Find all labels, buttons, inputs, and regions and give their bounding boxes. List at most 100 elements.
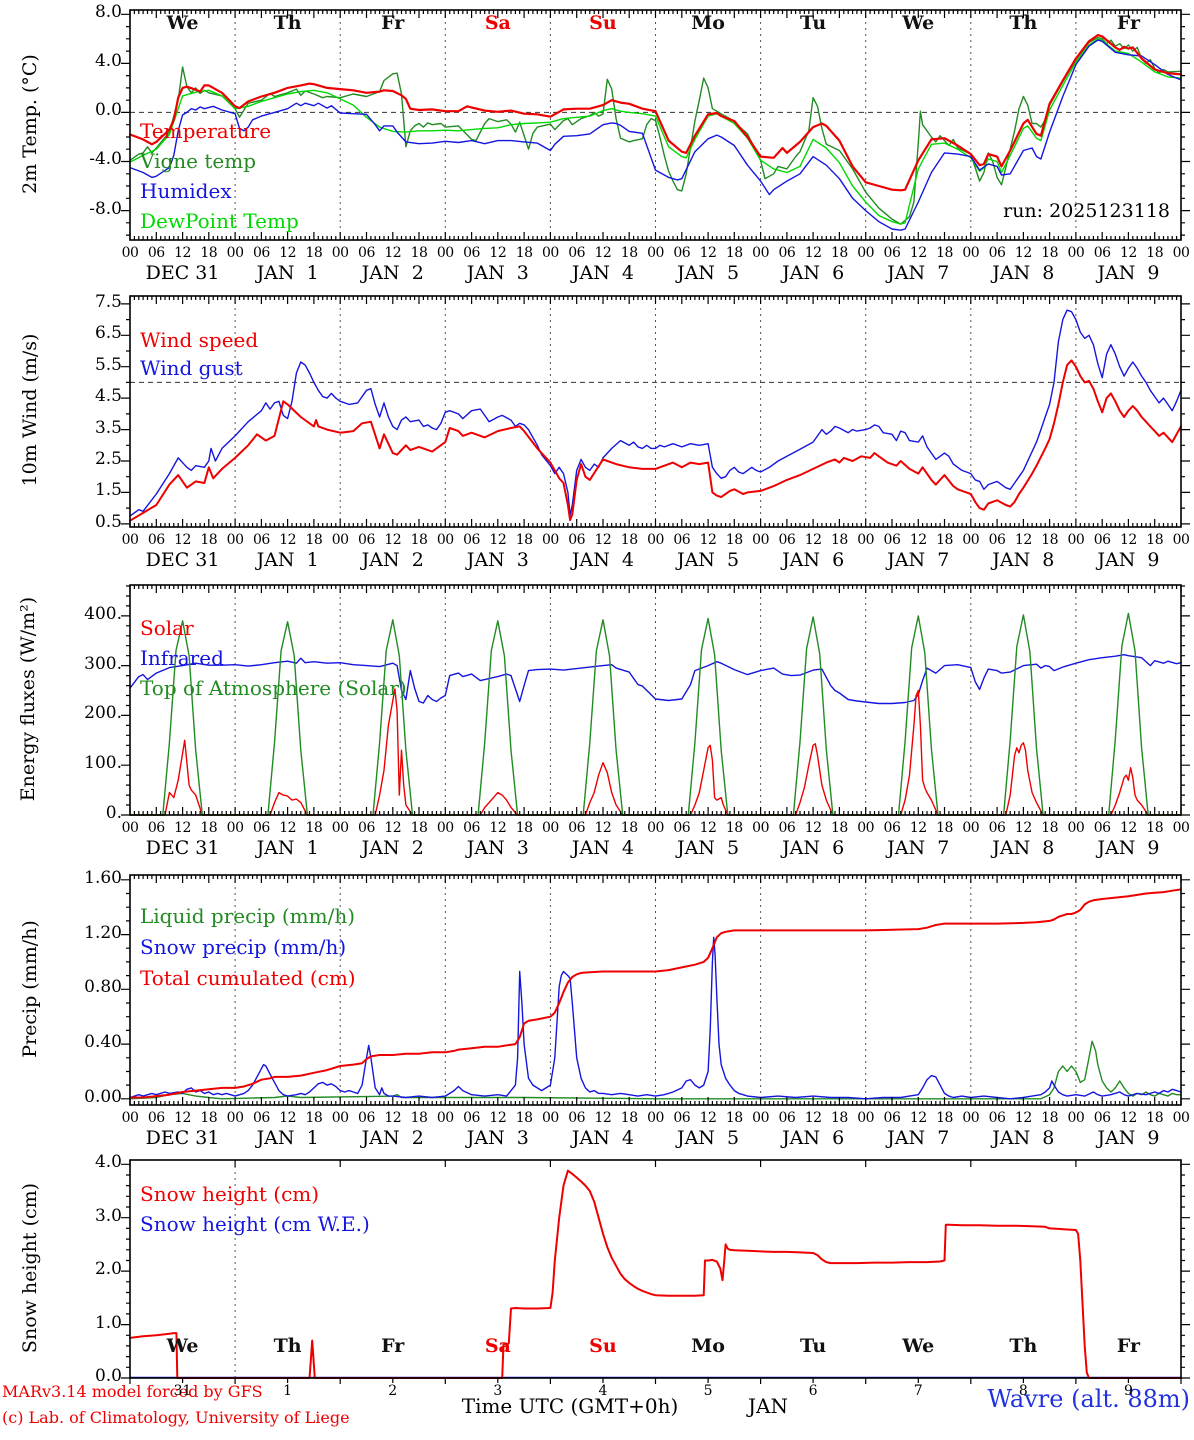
hour-tick-label: 12 — [174, 1110, 191, 1126]
hour-tick-label: 06 — [1093, 532, 1111, 548]
y-tick-label: 4.5 — [94, 386, 122, 407]
hour-tick-label: 12 — [699, 1110, 717, 1126]
hour-tick-label: 12 — [489, 820, 507, 836]
hour-tick-label: 12 — [594, 820, 612, 836]
hour-tick-label: 06 — [147, 532, 165, 548]
hour-tick-label: 18 — [831, 532, 848, 548]
hour-tick-label: 00 — [541, 532, 559, 548]
hour-tick-label: 00 — [1172, 245, 1190, 261]
hour-tick-label: 18 — [200, 532, 218, 548]
day-number: 5 — [703, 1383, 713, 1399]
footer-lab-credit: (c) Lab. of Climatology, University of L… — [2, 1408, 350, 1427]
hour-tick-label: 12 — [699, 532, 717, 548]
hour-tick-label: 00 — [121, 820, 139, 836]
hour-tick-label: 00 — [647, 532, 664, 548]
day-name-top: Fr — [1116, 12, 1141, 34]
hour-tick-label: 18 — [725, 1110, 743, 1126]
hour-tick-label: 18 — [936, 532, 953, 548]
hour-tick-label: 00 — [857, 532, 875, 548]
hour-tick-label: 12 — [1120, 532, 1137, 548]
hour-tick-label: 06 — [988, 820, 1006, 836]
hour-tick-label: 06 — [252, 820, 270, 836]
hour-tick-label: 06 — [1093, 820, 1111, 836]
hour-tick-label: 06 — [147, 820, 165, 836]
hour-tick-label: 00 — [331, 245, 349, 261]
hour-tick-label: 12 — [909, 1110, 927, 1126]
y-tick-label: -4.0 — [89, 149, 122, 170]
y-tick-label: 1.0 — [94, 1312, 122, 1333]
day-caption: JAN 1 — [256, 549, 319, 571]
y-axis-label-temp: 2m Temp. (°C) — [19, 54, 41, 194]
day-number: 1 — [283, 1383, 293, 1399]
series-wind-speed — [129, 359, 1182, 522]
hour-tick-label: 06 — [252, 245, 270, 261]
day-caption: JAN 2 — [361, 549, 424, 571]
series-solar — [129, 688, 1182, 816]
series-temperature — [128, 33, 1183, 192]
hour-tick-label: 00 — [752, 245, 769, 261]
y-tick-label: 200. — [84, 703, 122, 724]
day-caption: JAN 6 — [782, 549, 845, 571]
hour-tick-label: 06 — [568, 820, 586, 836]
hour-tick-label: 06 — [358, 820, 375, 836]
day-caption: JAN 5 — [676, 549, 740, 571]
legend-entry: Wind speed — [140, 328, 259, 352]
day-caption: JAN 8 — [992, 262, 1055, 284]
hour-tick-label: 00 — [541, 245, 559, 261]
legend-entry: Vigne temp — [140, 149, 257, 173]
y-axis-label-snow: Snow height (cm) — [19, 1182, 41, 1354]
y-tick-label: 4.0 — [94, 1152, 122, 1173]
hour-tick-label: 00 — [436, 820, 454, 836]
day-name-bottom: We — [902, 1335, 935, 1357]
day-caption: JAN 3 — [466, 1127, 529, 1149]
y-tick-label: 100. — [84, 753, 122, 774]
hour-tick-label: 18 — [831, 245, 848, 261]
hour-tick-label: 18 — [1041, 245, 1059, 261]
y-tick-label: 7.5 — [94, 291, 122, 312]
day-caption: JAN 3 — [466, 837, 529, 859]
y-tick-label: 0.0 — [94, 1366, 122, 1386]
hour-tick-label: 18 — [725, 532, 743, 548]
hour-tick-label: 00 — [1172, 532, 1190, 548]
day-name-top: Tu — [800, 12, 827, 34]
day-number: 9 — [1123, 1383, 1133, 1399]
hour-tick-label: 00 — [121, 1110, 139, 1126]
hour-tick-label: 18 — [620, 820, 638, 836]
day-name-bottom: Fr — [1116, 1335, 1141, 1357]
hour-tick-label: 06 — [1093, 245, 1111, 261]
day-caption: JAN 9 — [1097, 1127, 1160, 1149]
hour-tick-label: 12 — [1014, 1110, 1032, 1126]
series-vigne-temp — [129, 36, 1182, 225]
y-tick-label: 0. — [105, 803, 122, 823]
y-tick-label: 1.60 — [84, 867, 122, 888]
day-name-bottom: Th — [273, 1335, 302, 1357]
hour-tick-label: 18 — [936, 1110, 953, 1126]
y-tick-label: -8.0 — [89, 198, 122, 219]
hour-tick-label: 12 — [1120, 820, 1137, 836]
hour-tick-label: 00 — [962, 245, 980, 261]
hour-tick-label: 12 — [804, 1110, 822, 1126]
hour-tick-label: 18 — [200, 1110, 218, 1126]
hour-tick-label: 12 — [489, 532, 507, 548]
hour-tick-label: 12 — [279, 820, 297, 836]
hour-tick-label: 00 — [647, 1110, 664, 1126]
y-tick-label: 3.0 — [94, 1205, 122, 1226]
y-tick-label: 0.0 — [94, 100, 122, 121]
hour-tick-label: 00 — [857, 1110, 875, 1126]
hour-tick-label: 06 — [1093, 1110, 1111, 1126]
day-caption: JAN 6 — [782, 1127, 845, 1149]
day-caption: JAN 8 — [992, 837, 1055, 859]
hour-tick-label: 18 — [936, 245, 953, 261]
footer-model-credit: MARv3.14 model forced by GFS — [2, 1382, 263, 1401]
hour-tick-label: 06 — [463, 532, 480, 548]
hour-tick-label: 12 — [1014, 245, 1032, 261]
hour-tick-label: 18 — [1146, 820, 1164, 836]
legend-entry: Wind gust — [140, 356, 243, 380]
hour-tick-label: 00 — [962, 1110, 980, 1126]
hour-tick-label: 00 — [1067, 532, 1085, 548]
hour-tick-label: 00 — [331, 1110, 349, 1126]
hour-tick-label: 12 — [279, 245, 297, 261]
day-caption: JAN 7 — [887, 262, 950, 284]
legend-entry: Snow precip (mm/h) — [140, 935, 347, 959]
hour-tick-label: 18 — [410, 245, 428, 261]
